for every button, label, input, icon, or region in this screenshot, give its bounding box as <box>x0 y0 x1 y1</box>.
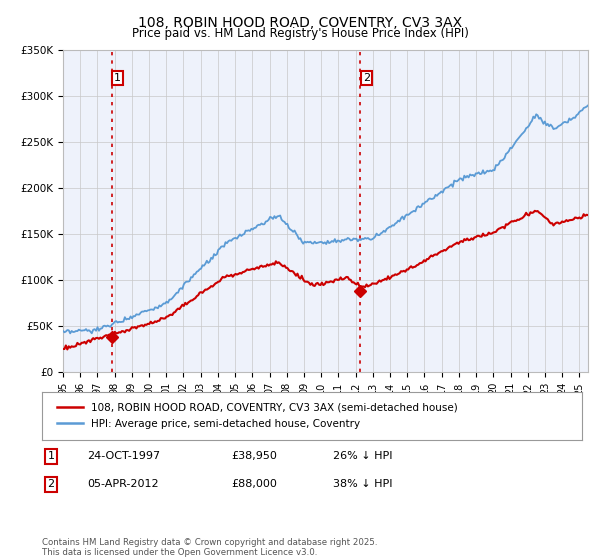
Text: 26% ↓ HPI: 26% ↓ HPI <box>333 451 392 461</box>
Text: Price paid vs. HM Land Registry's House Price Index (HPI): Price paid vs. HM Land Registry's House … <box>131 27 469 40</box>
Text: 38% ↓ HPI: 38% ↓ HPI <box>333 479 392 489</box>
Legend: 108, ROBIN HOOD ROAD, COVENTRY, CV3 3AX (semi-detached house), HPI: Average pric: 108, ROBIN HOOD ROAD, COVENTRY, CV3 3AX … <box>53 399 462 433</box>
Text: Contains HM Land Registry data © Crown copyright and database right 2025.
This d: Contains HM Land Registry data © Crown c… <box>42 538 377 557</box>
Text: £38,950: £38,950 <box>231 451 277 461</box>
Text: 1: 1 <box>114 73 121 83</box>
Text: 1: 1 <box>47 451 55 461</box>
Text: 05-APR-2012: 05-APR-2012 <box>87 479 158 489</box>
Text: 2: 2 <box>363 73 370 83</box>
Text: £88,000: £88,000 <box>231 479 277 489</box>
Text: 24-OCT-1997: 24-OCT-1997 <box>87 451 160 461</box>
Text: 2: 2 <box>47 479 55 489</box>
Text: 108, ROBIN HOOD ROAD, COVENTRY, CV3 3AX: 108, ROBIN HOOD ROAD, COVENTRY, CV3 3AX <box>138 16 462 30</box>
